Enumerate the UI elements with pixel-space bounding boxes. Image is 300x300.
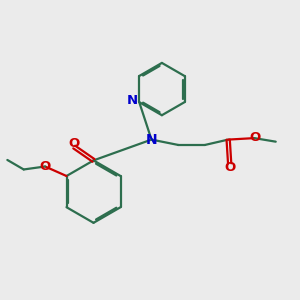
Text: O: O bbox=[249, 131, 260, 144]
Text: N: N bbox=[127, 94, 138, 107]
Text: O: O bbox=[40, 160, 51, 173]
Text: N: N bbox=[146, 133, 157, 147]
Text: O: O bbox=[224, 161, 235, 174]
Text: O: O bbox=[69, 137, 80, 150]
